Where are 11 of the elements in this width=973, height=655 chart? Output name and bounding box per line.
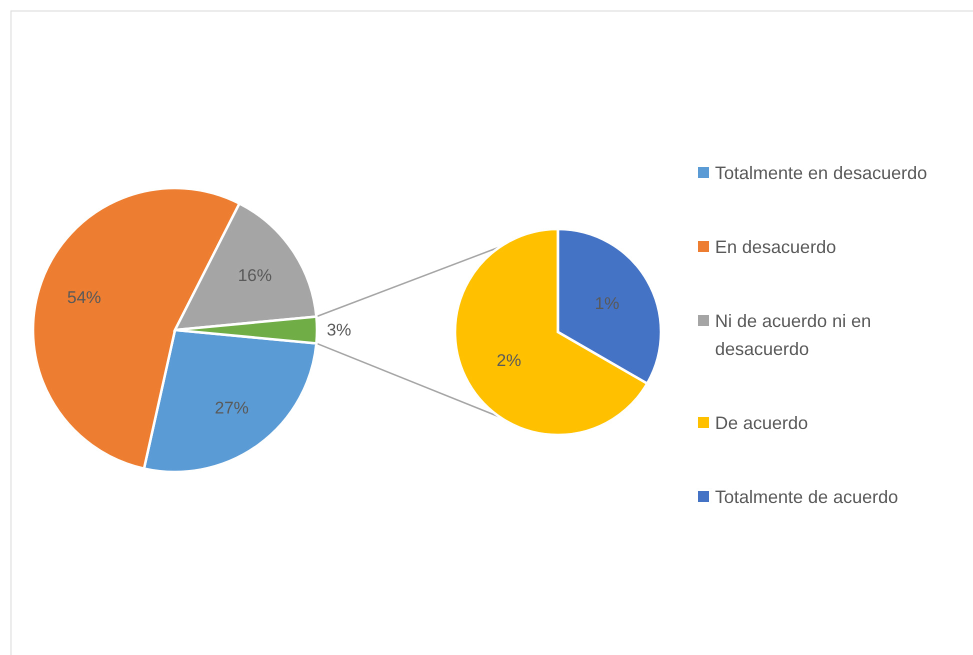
- data-label: 3%: [326, 320, 352, 340]
- legend-label: Totalmente en desacuerdo: [715, 163, 928, 183]
- data-label: 27%: [214, 398, 249, 418]
- data-label: 1%: [594, 294, 620, 314]
- legend-label: De acuerdo: [715, 413, 808, 433]
- data-label: 54%: [67, 288, 102, 307]
- legend-label: Totalmente de acuerdo: [715, 487, 898, 507]
- legend-label: En desacuerdo: [715, 237, 836, 257]
- legend-label: Ni de acuerdo ni en desacuerdo: [715, 311, 872, 359]
- data-label: 16%: [238, 266, 272, 286]
- data-label: 2%: [496, 350, 522, 370]
